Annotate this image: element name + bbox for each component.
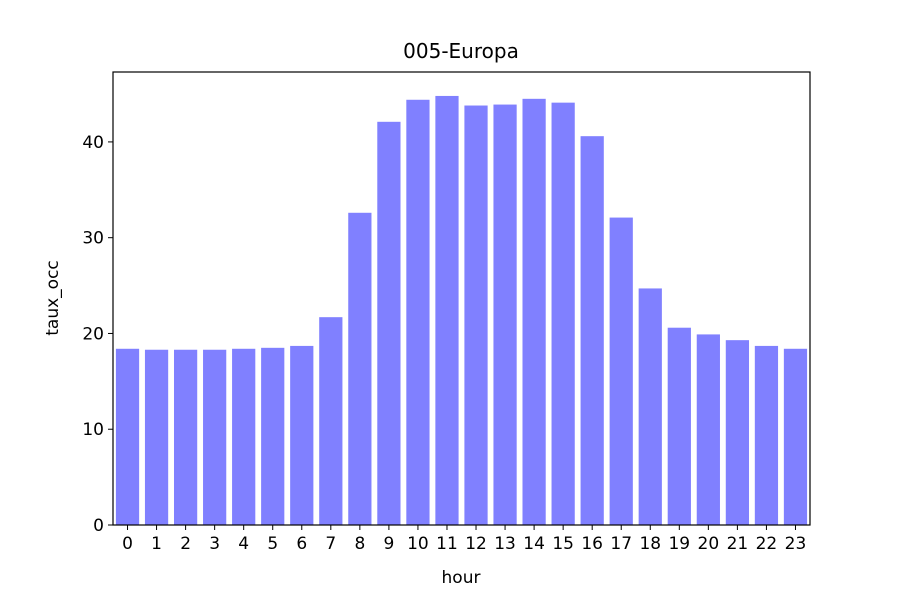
bar-hour-12 (464, 105, 488, 526)
x-tick-label: 7 (325, 534, 336, 554)
bar-hour-8 (348, 212, 372, 525)
bar-hour-14 (522, 98, 546, 525)
x-tick-label: 11 (436, 534, 458, 554)
x-axis-label: hour (442, 568, 481, 588)
bar-hour-0 (115, 348, 140, 525)
bar-hour-11 (435, 95, 459, 525)
bar-hour-1 (144, 349, 169, 525)
bar-hour-7 (319, 317, 343, 525)
x-tick-label: 17 (610, 534, 632, 554)
y-tick-label: 10 (82, 420, 104, 440)
bar-hour-4 (232, 348, 256, 525)
bar-hour-19 (667, 327, 691, 525)
x-tick-label: 19 (668, 534, 690, 554)
y-axis: 0 10 20 30 40 (82, 133, 113, 536)
x-tick-label: 4 (238, 534, 249, 554)
x-tick-label: 2 (180, 534, 191, 554)
x-tick-label: 23 (785, 534, 807, 554)
x-tick-label: 22 (756, 534, 778, 554)
bar-hour-10 (406, 99, 430, 526)
y-tick-label: 40 (82, 133, 104, 153)
x-tick-label: 13 (494, 534, 516, 554)
bar-hour-9 (377, 121, 401, 526)
bar-hour-13 (493, 104, 517, 525)
x-tick-label: 15 (552, 534, 574, 554)
bar-hour-20 (696, 334, 720, 525)
bar-hour-23 (783, 348, 808, 525)
x-tick-label: 12 (465, 534, 487, 554)
bar-hour-18 (638, 288, 662, 525)
bar-hour-5 (261, 347, 285, 525)
bar-hour-2 (173, 349, 198, 525)
y-tick-label: 20 (82, 324, 104, 344)
bar-hour-6 (290, 345, 314, 525)
bars-group (115, 95, 808, 526)
bar-hour-3 (203, 349, 227, 525)
y-axis-label: taux_occ (43, 260, 63, 336)
x-tick-label: 18 (639, 534, 661, 554)
x-tick-label: 20 (698, 534, 720, 554)
x-tick-label: 1 (151, 534, 162, 554)
x-tick-label: 9 (383, 534, 394, 554)
x-tick-label: 5 (267, 534, 278, 554)
bar-hour-17 (609, 217, 633, 525)
bar-hour-21 (725, 340, 750, 525)
y-tick-label: 30 (82, 229, 104, 249)
x-tick-label: 6 (296, 534, 307, 554)
bar-hour-15 (551, 102, 575, 526)
y-tick-label: 0 (93, 516, 104, 536)
bar-hour-16 (580, 136, 604, 526)
bar-hour-22 (754, 345, 779, 525)
x-tick-label: 0 (122, 534, 133, 554)
x-tick-label: 8 (354, 534, 365, 554)
chart-title: 005-Europa (403, 39, 519, 63)
x-tick-label: 16 (581, 534, 603, 554)
x-tick-label: 3 (209, 534, 220, 554)
x-tick-label: 10 (407, 534, 429, 554)
plot-frame (112, 71, 811, 526)
x-axis: 0 1 2 3 4 5 6 7 8 9 10 11 12 13 14 15 16 17 18 19 20 21 22 23 (122, 525, 806, 554)
x-tick-label: 14 (523, 534, 545, 554)
x-tick-label: 21 (727, 534, 749, 554)
